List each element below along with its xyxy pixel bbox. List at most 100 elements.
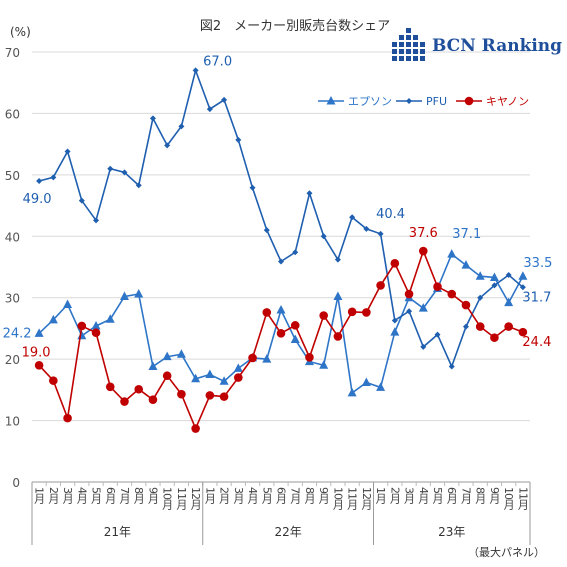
data-point-diamond	[519, 284, 526, 291]
data-point-diamond	[306, 190, 313, 197]
x-tick-label: 6月	[275, 487, 288, 504]
y-tick-label: 40	[5, 230, 20, 244]
data-point-circle	[319, 311, 328, 320]
data-point-diamond	[107, 165, 114, 172]
data-point-triangle	[390, 327, 400, 336]
y-tick-label: 70	[5, 46, 20, 60]
x-tick-label: 5月	[260, 487, 273, 504]
x-tick-label: 12月	[360, 487, 373, 510]
data-point-diamond	[121, 169, 128, 176]
data-point-triangle	[276, 305, 286, 314]
x-tick-label: 8月	[474, 487, 487, 504]
data-point-triangle	[447, 249, 457, 258]
data-point-diamond	[206, 106, 213, 113]
data-point-triangle	[148, 361, 158, 371]
data-label: 24.2	[3, 326, 32, 341]
data-point-circle	[475, 322, 485, 331]
data-point-diamond	[391, 317, 398, 324]
data-point-triangle	[134, 289, 144, 298]
data-point-circle	[504, 322, 513, 331]
data-point-diamond	[320, 233, 327, 240]
data-point-circle	[276, 329, 286, 338]
legend-marker	[406, 98, 412, 104]
data-point-triangle	[376, 382, 386, 391]
chart-title: 図2 メーカー別販売台数シェア	[200, 18, 390, 34]
data-point-triangle	[176, 349, 186, 358]
x-tick-label: 6月	[445, 487, 458, 504]
data-point-circle	[305, 353, 314, 362]
x-tick-label: 1月	[203, 487, 216, 504]
data-point-diamond	[149, 115, 156, 122]
data-point-circle	[490, 333, 499, 342]
data-point-diamond	[278, 258, 284, 265]
x-tick-label: 9月	[317, 487, 330, 504]
x-tick-label: 7月	[289, 487, 302, 504]
x-tick-label: 3月	[61, 487, 74, 504]
data-point-diamond	[477, 294, 484, 301]
data-point-triangle	[475, 271, 485, 280]
data-point-triangle	[77, 330, 87, 340]
x-tick-label: 11月	[346, 487, 359, 510]
bcn-logo-icon	[392, 28, 425, 61]
x-tick-label: 10月	[502, 487, 515, 510]
x-tick-label: 4月	[246, 487, 259, 504]
data-point-triangle	[262, 354, 272, 363]
data-point-diamond	[263, 227, 270, 234]
data-point-triangle	[105, 314, 115, 323]
data-point-triangle	[347, 387, 357, 397]
x-tick-label: 12月	[189, 487, 202, 510]
year-label: 23年	[438, 525, 465, 539]
data-point-circle	[433, 282, 442, 291]
year-label: 21年	[104, 525, 131, 539]
data-point-triangle	[319, 360, 329, 369]
x-tick-label: 1月	[374, 487, 387, 504]
x-tick-label: 3月	[232, 487, 245, 504]
data-point-circle	[290, 321, 300, 330]
x-tick-label: 4月	[417, 487, 430, 504]
data-label: 19.0	[22, 345, 51, 360]
legend-marker	[326, 96, 336, 105]
data-point-circle	[177, 389, 186, 399]
y-tick-label: 0	[12, 476, 20, 490]
data-point-triangle	[119, 291, 129, 300]
x-tick-label: 11月	[175, 487, 188, 510]
y-tick-label: 30	[5, 292, 20, 306]
data-point-triangle	[34, 328, 44, 337]
data-point-circle	[347, 307, 357, 317]
year-label: 22年	[274, 525, 301, 539]
data-point-circle	[63, 413, 72, 423]
data-point-diamond	[491, 282, 498, 289]
x-tick-label: 2月	[218, 487, 231, 504]
data-point-circle	[518, 327, 528, 337]
data-point-circle	[234, 373, 243, 382]
x-tick-label: 7月	[459, 487, 472, 504]
legend-label: エプソン	[348, 95, 392, 108]
x-tick-label: 9月	[488, 487, 501, 504]
y-tick-label: 10	[5, 415, 20, 429]
x-tick-label: 5月	[90, 487, 103, 504]
data-point-diamond	[349, 214, 356, 221]
data-point-diamond	[135, 182, 142, 189]
data-point-circle	[148, 395, 158, 404]
data-point-diamond	[235, 136, 242, 143]
data-point-diamond	[406, 308, 413, 315]
data-point-diamond	[420, 343, 427, 350]
data-point-diamond	[462, 323, 469, 330]
data-point-diamond	[192, 67, 199, 74]
x-tick-label: 10月	[331, 487, 344, 510]
x-tick-label: 5月	[431, 487, 444, 504]
legend-marker	[464, 96, 474, 106]
data-label: 33.5	[523, 256, 552, 271]
data-point-circle	[91, 328, 101, 338]
data-point-circle	[105, 382, 115, 392]
y-tick-label: 60	[5, 107, 20, 121]
data-point-circle	[418, 246, 428, 256]
data-point-triangle	[461, 260, 471, 269]
legend-label: キヤノン	[486, 95, 529, 108]
data-point-triangle	[91, 320, 101, 330]
data-point-triangle	[418, 303, 428, 312]
x-tick-label: 7月	[118, 487, 131, 504]
bcn-logo-text: BCN Ranking	[432, 36, 563, 56]
data-point-diamond	[78, 197, 85, 204]
